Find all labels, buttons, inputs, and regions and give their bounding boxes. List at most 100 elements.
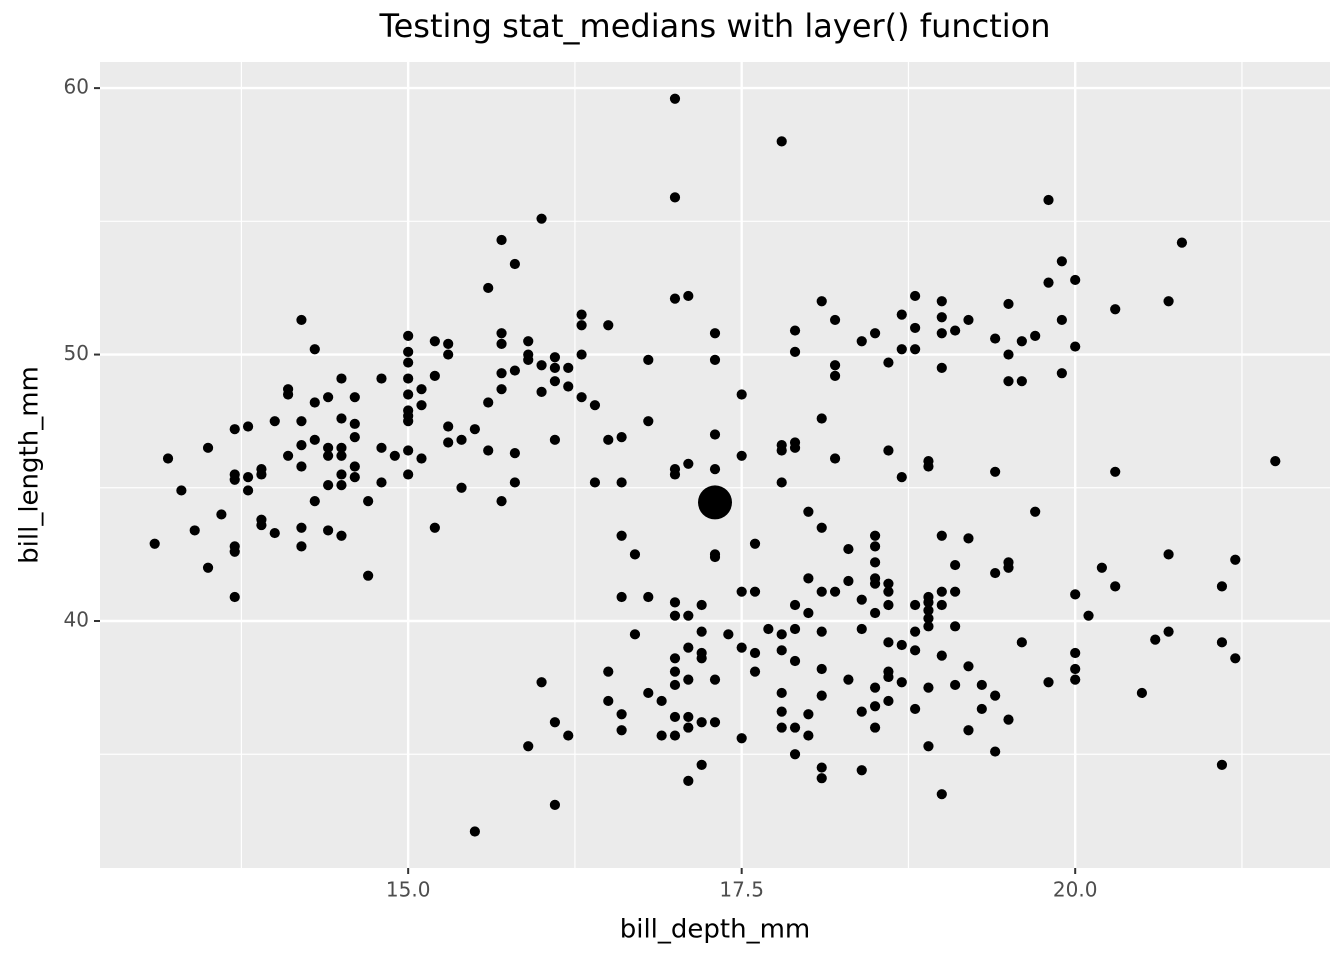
point — [816, 296, 827, 307]
point — [656, 695, 667, 707]
point — [869, 557, 881, 568]
point — [403, 416, 414, 427]
point — [950, 586, 961, 597]
point — [416, 384, 427, 395]
point — [789, 442, 801, 453]
point — [963, 661, 974, 672]
point — [296, 314, 307, 326]
point — [1083, 610, 1094, 621]
point — [323, 480, 334, 491]
point — [403, 357, 414, 368]
point — [229, 546, 240, 557]
point — [869, 607, 881, 619]
point — [1070, 674, 1081, 685]
point — [1110, 466, 1121, 477]
median-point — [698, 485, 732, 520]
point — [309, 434, 320, 445]
point — [776, 477, 787, 488]
point — [416, 453, 427, 464]
point — [869, 701, 881, 712]
point — [683, 610, 694, 621]
point — [1030, 330, 1041, 342]
point — [629, 629, 641, 640]
point — [242, 421, 254, 432]
point — [403, 445, 414, 456]
point — [709, 674, 721, 685]
point — [549, 362, 561, 373]
x-tick-label: 17.5 — [719, 878, 764, 902]
point — [749, 647, 761, 659]
point — [456, 434, 467, 445]
point — [803, 730, 814, 741]
point — [776, 687, 787, 699]
point — [803, 573, 814, 584]
point — [723, 629, 734, 640]
point — [776, 136, 787, 147]
point — [389, 450, 400, 461]
point — [669, 666, 681, 677]
point — [576, 392, 587, 403]
point — [669, 192, 681, 203]
point — [336, 450, 347, 461]
point — [776, 645, 787, 656]
point — [709, 464, 721, 475]
point — [296, 461, 307, 472]
point — [963, 725, 974, 736]
point — [669, 653, 681, 664]
point — [403, 389, 414, 400]
point — [349, 461, 360, 472]
point — [1016, 637, 1027, 648]
point — [669, 469, 681, 480]
point — [336, 480, 347, 491]
point — [669, 711, 681, 723]
point — [883, 357, 894, 368]
point — [950, 679, 961, 691]
point — [789, 599, 801, 611]
point — [923, 605, 934, 616]
point — [616, 591, 627, 603]
point — [749, 666, 761, 677]
point — [869, 578, 881, 589]
point — [403, 346, 414, 357]
point — [1096, 562, 1107, 573]
point — [549, 352, 561, 363]
point — [376, 373, 387, 384]
point — [269, 416, 280, 427]
point — [696, 653, 707, 664]
point — [576, 309, 587, 320]
point — [363, 496, 374, 507]
point — [656, 730, 667, 741]
point — [669, 293, 681, 304]
point — [242, 485, 254, 496]
point — [603, 666, 614, 677]
point — [896, 639, 907, 651]
point — [896, 309, 907, 320]
point — [736, 450, 747, 461]
point — [910, 599, 921, 611]
point — [309, 496, 320, 507]
y-tick-label: 50 — [64, 341, 89, 365]
point — [1016, 376, 1027, 387]
point — [976, 703, 987, 715]
point — [896, 677, 907, 688]
point — [669, 679, 681, 691]
point — [683, 711, 694, 723]
point — [536, 386, 547, 397]
point — [829, 314, 841, 326]
point — [242, 472, 254, 483]
point — [509, 477, 520, 488]
point — [683, 642, 694, 653]
point — [883, 445, 894, 456]
point — [896, 344, 907, 355]
point — [496, 338, 507, 350]
point — [803, 607, 814, 619]
point — [936, 530, 947, 541]
point — [563, 362, 574, 373]
point — [683, 458, 694, 469]
point — [923, 621, 934, 632]
point — [856, 623, 867, 635]
point — [990, 746, 1001, 757]
point — [1176, 237, 1188, 248]
point — [669, 597, 681, 608]
point — [789, 346, 801, 357]
